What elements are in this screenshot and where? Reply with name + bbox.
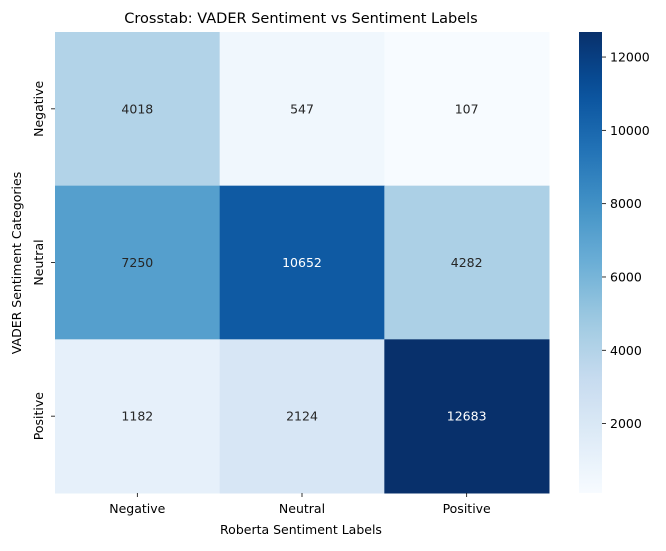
colorbar: 2000 4000 6000 8000 10000 12000 <box>579 32 650 493</box>
cell-value-label: 4018 <box>121 101 153 116</box>
y-tick-label: Positive <box>31 392 46 440</box>
colorbar-tick-label: 4000 <box>610 343 642 358</box>
colorbar-gradient <box>579 32 602 493</box>
heatmap-cell <box>219 339 385 494</box>
x-axis-ticks: Negative Neutral Positive <box>109 493 491 516</box>
cell-value-label: 547 <box>290 101 314 116</box>
y-axis-label: VADER Sentiment Categories <box>9 172 24 354</box>
colorbar-ticks: 2000 4000 6000 8000 10000 12000 <box>602 50 650 431</box>
colorbar-tick-label: 10000 <box>610 123 650 138</box>
y-tick-label: Negative <box>31 80 46 136</box>
heatmap-cell <box>384 32 550 187</box>
cell-value-label: 107 <box>455 101 479 116</box>
heatmap-cell <box>384 185 550 340</box>
y-tick-label: Neutral <box>31 239 46 285</box>
heatmap-cell <box>219 32 385 187</box>
cell-value-label: 4282 <box>451 255 483 270</box>
y-axis-ticks: Negative Neutral Positive <box>31 80 55 440</box>
heatmap-cell <box>219 185 385 340</box>
heatmap-cells <box>55 32 550 494</box>
x-axis-label: Roberta Sentiment Labels <box>220 522 382 537</box>
colorbar-tick-label: 12000 <box>610 50 650 65</box>
x-tick-label: Neutral <box>279 501 325 516</box>
heatmap-cell <box>55 339 221 494</box>
x-tick-label: Positive <box>443 501 491 516</box>
colorbar-tick-label: 2000 <box>610 416 642 431</box>
heatmap-cell <box>384 339 550 494</box>
cell-value-label: 2124 <box>286 409 318 424</box>
cell-value-label: 12683 <box>447 409 487 424</box>
heatmap-cell <box>55 185 221 340</box>
x-tick-label: Negative <box>109 501 165 516</box>
cell-value-label: 10652 <box>282 255 322 270</box>
heatmap-cell <box>55 32 221 187</box>
heatmap-cell-labels: 4018 547 107 7250 10652 4282 1182 2124 12683 <box>121 101 486 423</box>
colorbar-tick-label: 8000 <box>610 196 642 211</box>
cell-value-label: 7250 <box>121 255 153 270</box>
cell-value-label: 1182 <box>121 409 153 424</box>
chart-title: Crosstab: VADER Sentiment vs Sentiment L… <box>124 11 477 27</box>
colorbar-tick-label: 6000 <box>610 269 642 284</box>
